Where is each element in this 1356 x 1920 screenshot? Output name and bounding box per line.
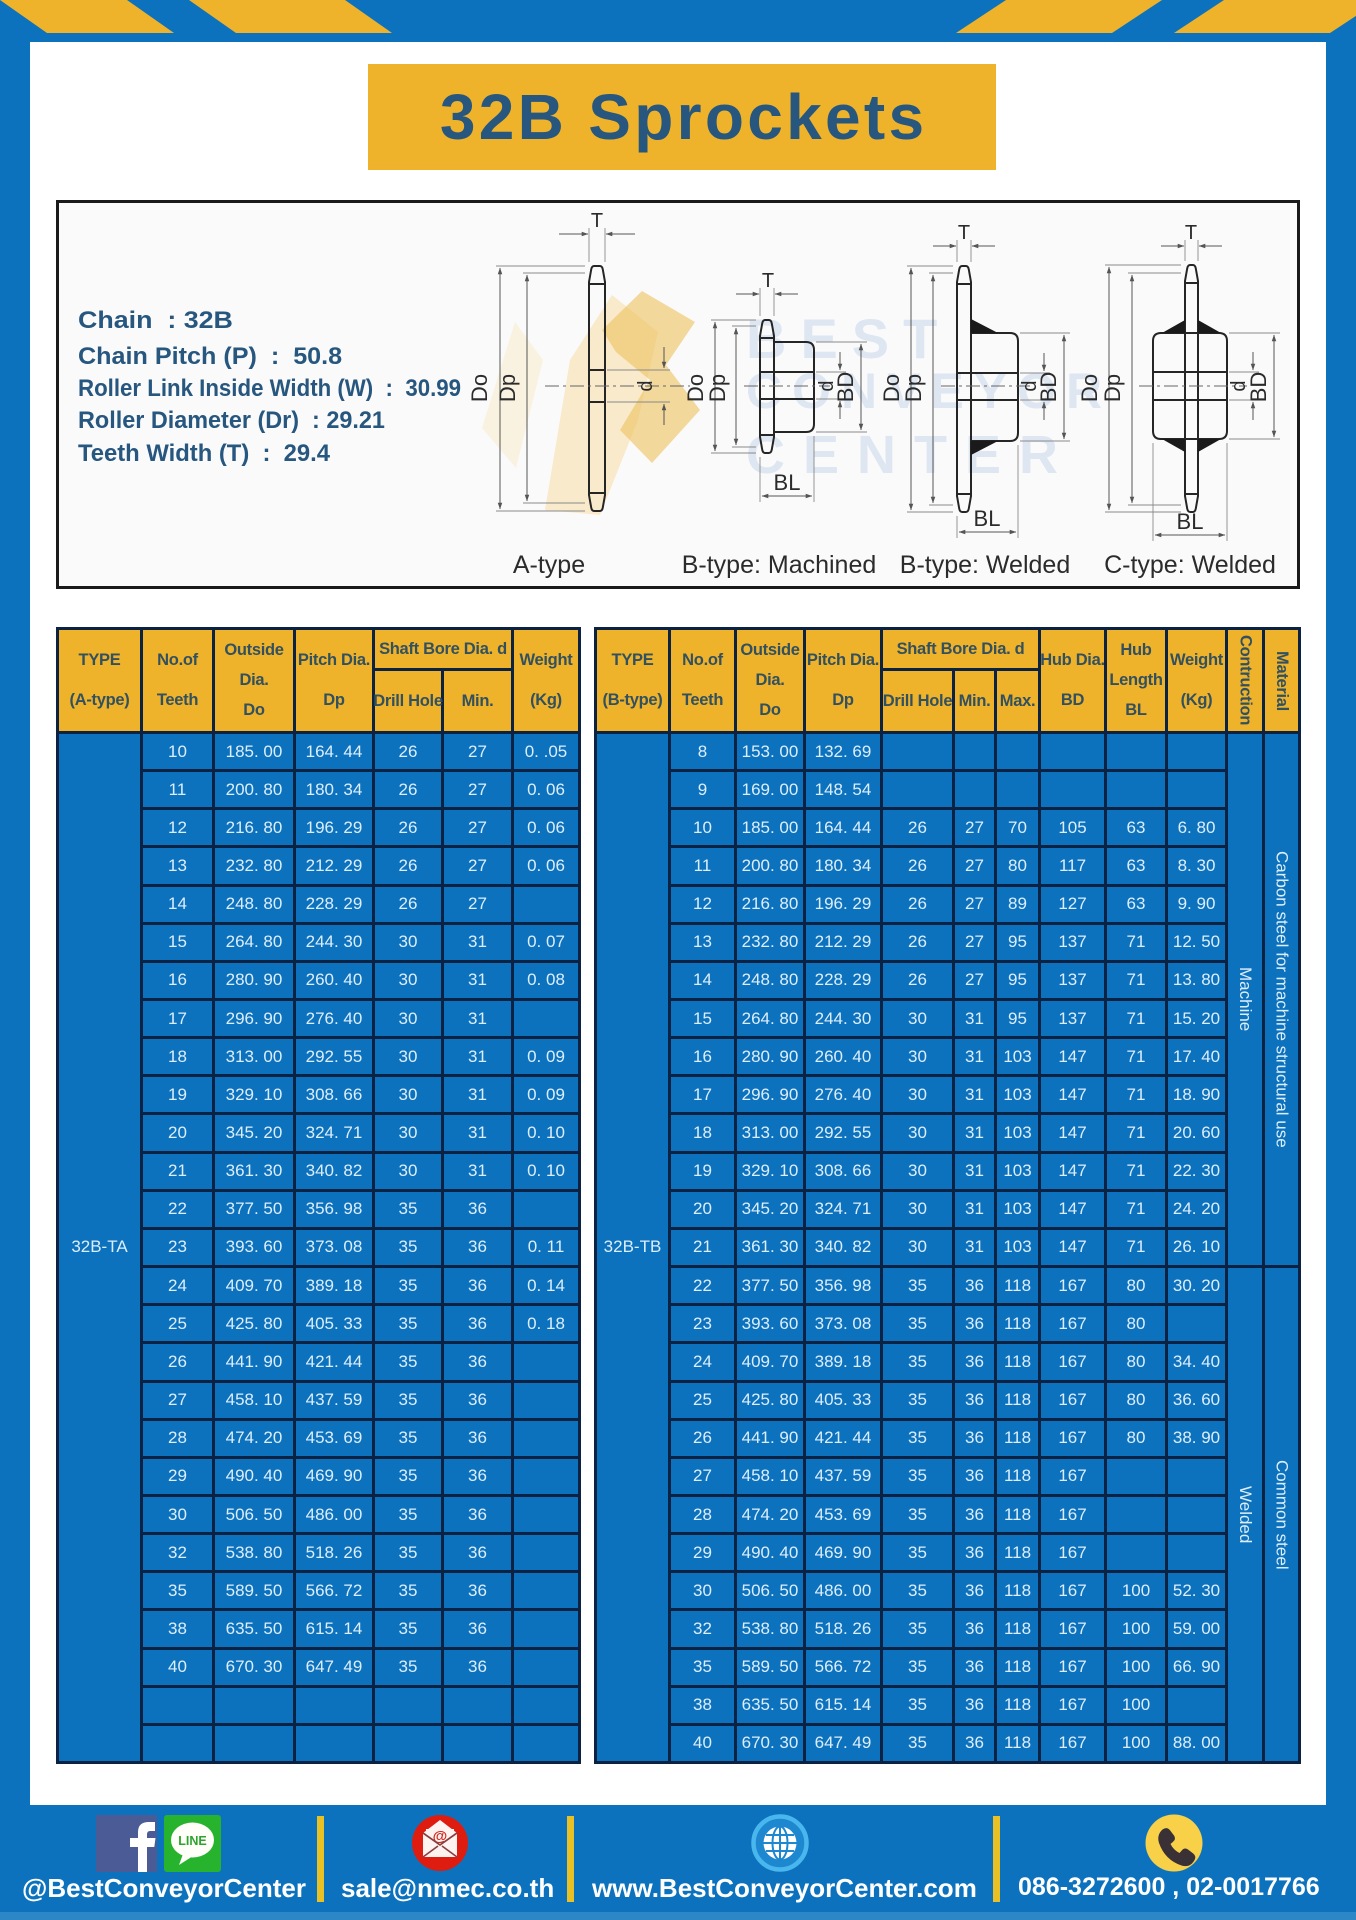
svg-text:d: d: [635, 380, 657, 391]
svg-text:Dp: Dp: [901, 374, 926, 402]
svg-text:d: d: [1019, 380, 1041, 391]
svg-text:Dp: Dp: [495, 374, 520, 402]
svg-text:Do: Do: [683, 374, 708, 402]
svg-text:BD: BD: [1246, 372, 1271, 403]
svg-text:Do: Do: [879, 374, 904, 402]
svg-text:C-type: Welded: C-type: Welded: [1104, 551, 1276, 579]
svg-text:d: d: [816, 380, 838, 391]
svg-text:BD: BD: [833, 372, 858, 403]
svg-text:T: T: [1185, 222, 1197, 244]
svg-text:@: @: [433, 1828, 448, 1845]
svg-text:B-type: Welded: B-type: Welded: [900, 551, 1070, 579]
svg-text:B-type: Machined: B-type: Machined: [682, 551, 877, 579]
svg-text:BD: BD: [1036, 372, 1061, 403]
svg-text:BL: BL: [1177, 509, 1204, 534]
svg-text:BEST: BEST: [746, 307, 951, 370]
svg-text:d: d: [1228, 380, 1250, 391]
svg-text:A-type: A-type: [513, 551, 585, 579]
svg-text:Dp: Dp: [1100, 374, 1125, 402]
svg-text:T: T: [762, 270, 774, 292]
svg-text:Do: Do: [467, 374, 492, 402]
svg-text:Do: Do: [1077, 374, 1102, 402]
svg-text:CENTER: CENTER: [746, 425, 1076, 485]
svg-text:LINE: LINE: [178, 1834, 206, 1848]
svg-text:T: T: [958, 222, 970, 244]
svg-text:BL: BL: [774, 470, 801, 495]
svg-text:BL: BL: [974, 506, 1001, 531]
svg-text:T: T: [591, 210, 603, 232]
svg-text:Dp: Dp: [705, 374, 730, 402]
